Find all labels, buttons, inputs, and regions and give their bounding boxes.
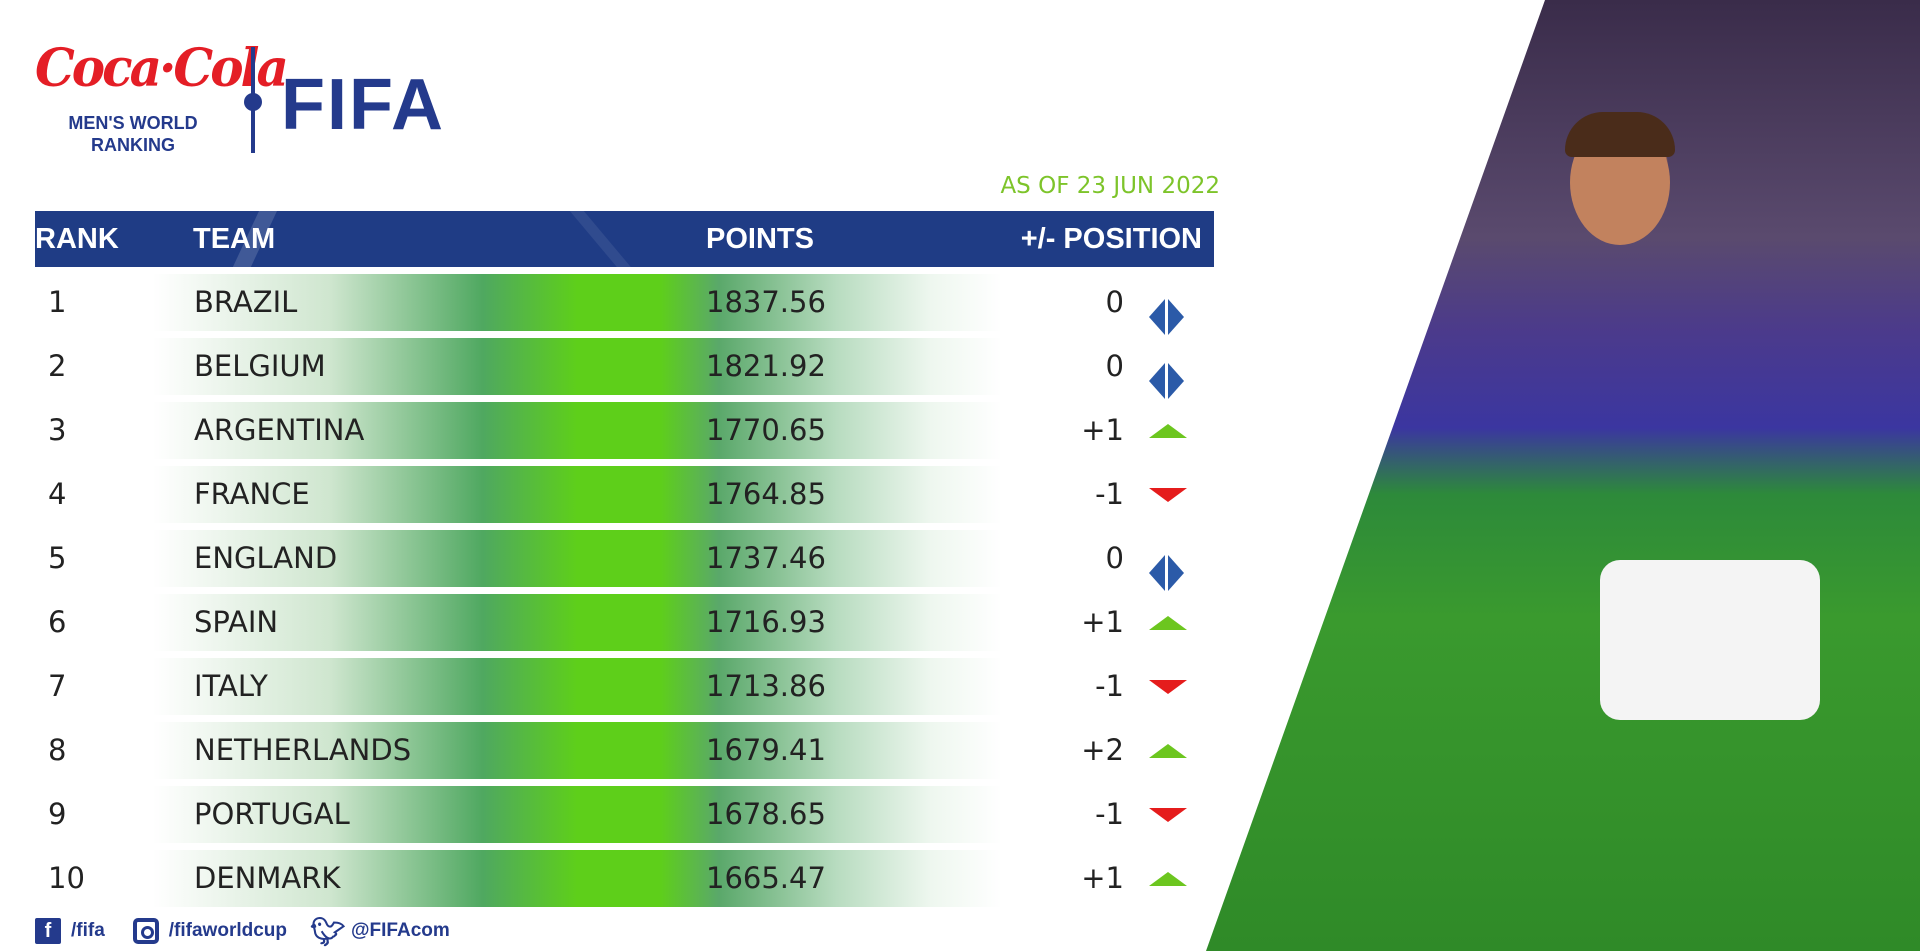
- team-cell: ARGENTINA: [194, 413, 365, 447]
- table-row: 2 BELGIUM 1821.92 0: [35, 338, 1214, 399]
- table-row: 10 DENMARK 1665.47 +1: [35, 850, 1214, 907]
- instagram-handle: /fifaworldcup: [168, 920, 288, 941]
- points-cell: 1679.41: [706, 733, 826, 767]
- position-change-cell: +1: [1081, 413, 1124, 447]
- twitter-link[interactable]: 🐦︎ @FIFAcom: [310, 915, 450, 947]
- logo-divider-dot: [244, 93, 262, 111]
- arrow-down-icon: [1149, 672, 1187, 694]
- facebook-handle: /fifa: [71, 920, 105, 941]
- position-change-cell: 0: [1105, 285, 1124, 319]
- team-cell: PORTUGAL: [194, 797, 350, 831]
- header-position-change: +/- POSITION: [1020, 223, 1202, 255]
- arrow-up-icon: [1149, 416, 1187, 438]
- player-hair: [1565, 112, 1675, 157]
- points-cell: 1837.56: [706, 285, 826, 319]
- rank-cell: 6: [48, 605, 67, 639]
- facebook-link[interactable]: f /fifa: [35, 918, 105, 944]
- facebook-icon: f: [35, 918, 61, 944]
- table-row: 1 BRAZIL 1837.56 0: [35, 274, 1214, 335]
- logo-subtitle-line1: MEN'S WORLD: [68, 113, 198, 133]
- team-cell: ENGLAND: [194, 541, 338, 575]
- points-cell: 1678.65: [706, 797, 826, 831]
- position-change-cell: -1: [1095, 797, 1124, 831]
- table-row: 8 NETHERLANDS 1679.41 +2: [35, 722, 1214, 779]
- position-change-cell: +2: [1081, 733, 1124, 767]
- rank-cell: 1: [48, 285, 67, 319]
- points-cell: 1716.93: [706, 605, 826, 639]
- logo-subtitle-line2: RANKING: [91, 135, 175, 155]
- position-change-cell: -1: [1095, 477, 1124, 511]
- team-cell: DENMARK: [194, 861, 341, 895]
- position-change-cell: 0: [1105, 541, 1124, 575]
- points-cell: 1737.46: [706, 541, 826, 575]
- team-cell: FRANCE: [194, 477, 310, 511]
- rank-cell: 7: [48, 669, 67, 703]
- table-row: 3 ARGENTINA 1770.65 +1: [35, 402, 1214, 459]
- twitter-icon: 🐦︎: [310, 915, 346, 947]
- fifa-logo: FIFA: [281, 65, 445, 145]
- table-row: 7 ITALY 1713.86 -1: [35, 658, 1214, 715]
- table-header: RANK TEAM POINTS +/- POSITION: [35, 211, 1214, 267]
- team-cell: SPAIN: [194, 605, 279, 639]
- instagram-icon: [132, 918, 159, 944]
- rank-cell: 5: [48, 541, 67, 575]
- header-rank: RANK: [35, 223, 119, 255]
- points-cell: 1713.86: [706, 669, 826, 703]
- arrow-up-icon: [1149, 736, 1187, 758]
- rank-cell: 2: [48, 349, 67, 383]
- team-cell: NETHERLANDS: [194, 733, 412, 767]
- points-cell: 1764.85: [706, 477, 826, 511]
- team-cell: BRAZIL: [194, 285, 298, 319]
- points-cell: 1665.47: [706, 861, 826, 895]
- rank-cell: 4: [48, 477, 67, 511]
- points-cell: 1770.65: [706, 413, 826, 447]
- table-row: 6 SPAIN 1716.93 +1: [35, 594, 1214, 651]
- social-footer: f /fifa /fifaworldcup 🐦︎ @FIFAcom: [35, 915, 450, 947]
- table-row: 5 ENGLAND 1737.46 0: [35, 530, 1214, 591]
- arrow-up-icon: [1149, 864, 1187, 886]
- position-change-cell: +1: [1081, 861, 1124, 895]
- ranking-table: 1 BRAZIL 1837.56 0 2 BELGIUM 1821.92 0 3 ARGENTIN…: [35, 274, 1214, 914]
- header-points: POINTS: [706, 223, 814, 255]
- table-row: 9 PORTUGAL 1678.65 -1: [35, 786, 1214, 843]
- player-shorts: [1600, 560, 1820, 720]
- position-change-cell: 0: [1105, 349, 1124, 383]
- table-row: 4 FRANCE 1764.85 -1: [35, 466, 1214, 523]
- arrow-down-icon: [1149, 800, 1187, 822]
- rank-cell: 8: [48, 733, 67, 767]
- position-change-cell: +1: [1081, 605, 1124, 639]
- as-of-date: AS OF 23 JUN 2022: [1000, 173, 1220, 199]
- team-cell: BELGIUM: [194, 349, 326, 383]
- twitter-handle: @FIFAcom: [351, 920, 450, 941]
- arrow-up-icon: [1149, 608, 1187, 630]
- rank-cell: 3: [48, 413, 67, 447]
- header-team: TEAM: [193, 223, 276, 255]
- instagram-link[interactable]: /fifaworldcup: [132, 918, 288, 944]
- rank-cell: 10: [48, 861, 85, 895]
- position-change-cell: -1: [1095, 669, 1124, 703]
- logo-subtitle: MEN'S WORLD RANKING: [43, 112, 223, 156]
- coca-cola-logo: Coca·Cola: [35, 36, 289, 99]
- points-cell: 1821.92: [706, 349, 826, 383]
- rank-cell: 9: [48, 797, 67, 831]
- team-cell: ITALY: [194, 669, 268, 703]
- arrow-down-icon: [1149, 480, 1187, 502]
